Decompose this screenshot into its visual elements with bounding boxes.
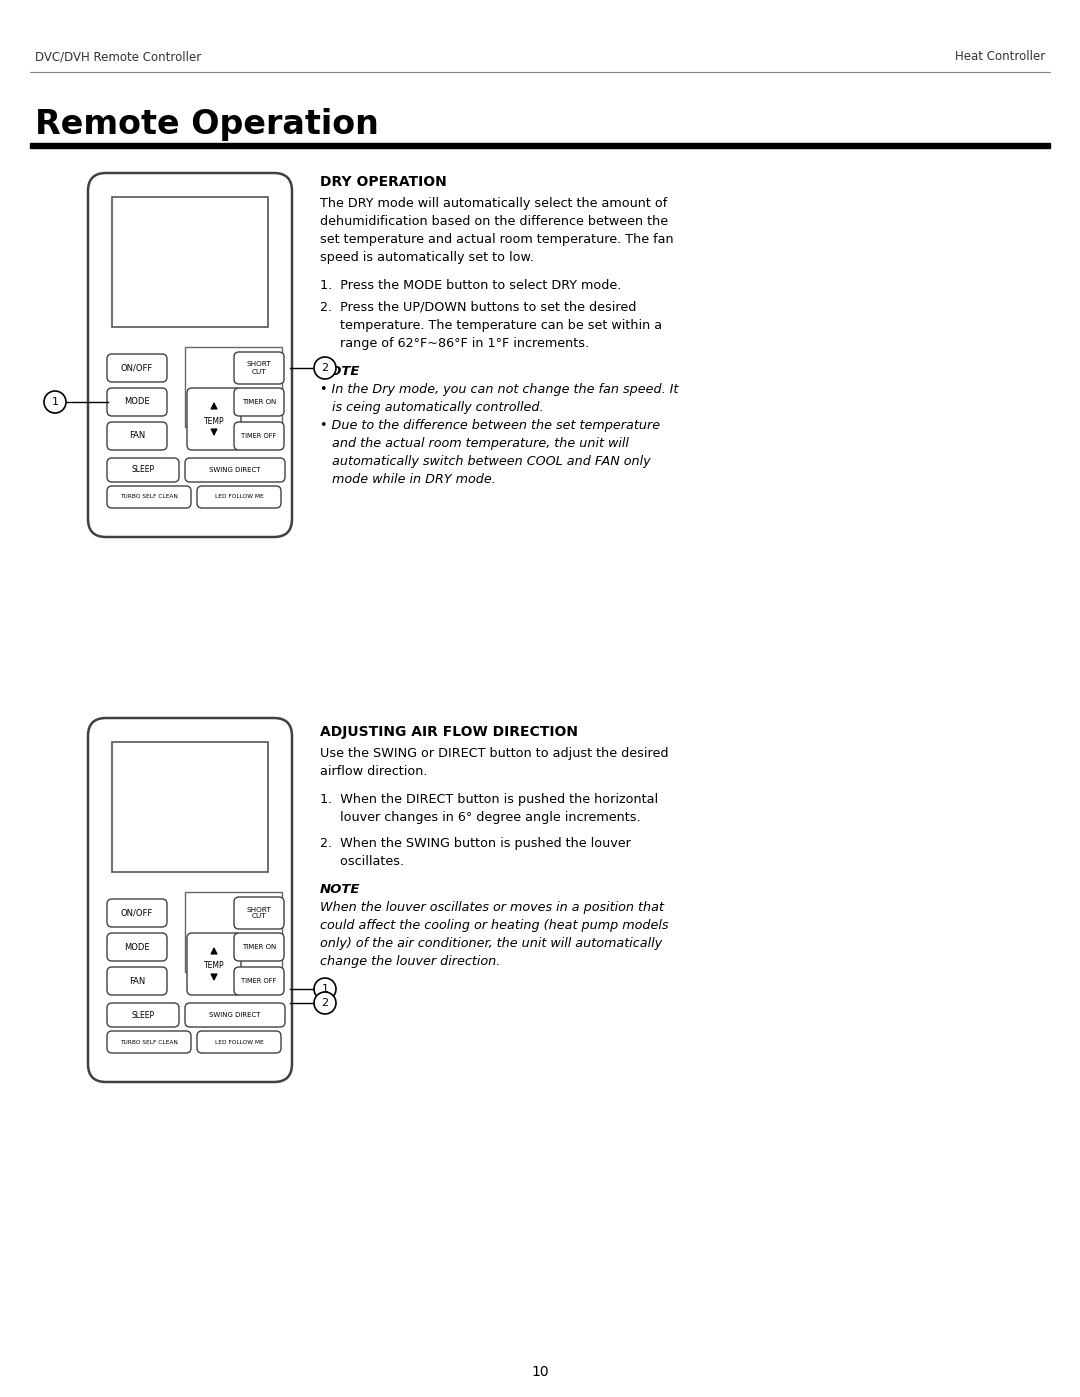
Text: SLEEP: SLEEP bbox=[132, 1010, 154, 1020]
Text: mode while in DRY mode.: mode while in DRY mode. bbox=[320, 474, 496, 486]
FancyBboxPatch shape bbox=[234, 967, 284, 995]
Text: TEMP: TEMP bbox=[204, 961, 225, 971]
FancyBboxPatch shape bbox=[234, 897, 284, 929]
Text: airflow direction.: airflow direction. bbox=[320, 766, 428, 778]
Text: SHORT
CUT: SHORT CUT bbox=[246, 362, 271, 374]
FancyBboxPatch shape bbox=[107, 353, 167, 381]
Text: NOTE: NOTE bbox=[320, 883, 361, 895]
Text: range of 62°F~86°F in 1°F increments.: range of 62°F~86°F in 1°F increments. bbox=[320, 337, 589, 351]
Text: LED FOLLOW ME: LED FOLLOW ME bbox=[215, 1039, 264, 1045]
FancyBboxPatch shape bbox=[107, 1003, 179, 1027]
Circle shape bbox=[314, 358, 336, 379]
FancyBboxPatch shape bbox=[107, 388, 167, 416]
Text: SWING DIRECT: SWING DIRECT bbox=[210, 467, 260, 474]
Text: Use the SWING or DIRECT button to adjust the desired: Use the SWING or DIRECT button to adjust… bbox=[320, 747, 669, 760]
Text: automatically switch between COOL and FAN only: automatically switch between COOL and FA… bbox=[320, 455, 650, 468]
Text: SHORT
CUT: SHORT CUT bbox=[246, 907, 271, 919]
Text: 2.  When the SWING button is pushed the louver: 2. When the SWING button is pushed the l… bbox=[320, 837, 631, 849]
FancyBboxPatch shape bbox=[234, 933, 284, 961]
Bar bbox=[185, 346, 282, 427]
Text: 2: 2 bbox=[322, 997, 328, 1009]
Text: 2: 2 bbox=[322, 363, 328, 373]
FancyBboxPatch shape bbox=[185, 458, 285, 482]
Circle shape bbox=[314, 978, 336, 1000]
Text: LED FOLLOW ME: LED FOLLOW ME bbox=[215, 495, 264, 500]
FancyBboxPatch shape bbox=[197, 1031, 281, 1053]
Text: ON/OFF: ON/OFF bbox=[121, 363, 153, 373]
Text: is ceing automatically controlled.: is ceing automatically controlled. bbox=[320, 401, 543, 414]
Text: FAN: FAN bbox=[129, 432, 145, 440]
Text: louver changes in 6° degree angle increments.: louver changes in 6° degree angle increm… bbox=[320, 812, 640, 824]
Text: DRY OPERATION: DRY OPERATION bbox=[320, 175, 447, 189]
Text: MODE: MODE bbox=[124, 943, 150, 951]
FancyBboxPatch shape bbox=[107, 1031, 191, 1053]
Text: Heat Controller: Heat Controller bbox=[955, 50, 1045, 63]
Text: 1: 1 bbox=[52, 397, 58, 407]
Text: The DRY mode will automatically select the amount of: The DRY mode will automatically select t… bbox=[320, 197, 667, 210]
Text: TIMER OFF: TIMER OFF bbox=[241, 433, 276, 439]
Text: When the louver oscillates or moves in a position that: When the louver oscillates or moves in a… bbox=[320, 901, 664, 914]
Bar bbox=[112, 742, 268, 872]
Text: 1.  Press the MODE button to select DRY mode.: 1. Press the MODE button to select DRY m… bbox=[320, 279, 621, 292]
Text: TEMP: TEMP bbox=[204, 416, 225, 426]
FancyBboxPatch shape bbox=[87, 173, 292, 536]
Text: and the actual room temperature, the unit will: and the actual room temperature, the uni… bbox=[320, 437, 629, 450]
Text: DVC/DVH Remote Controller: DVC/DVH Remote Controller bbox=[35, 50, 201, 63]
FancyBboxPatch shape bbox=[107, 458, 179, 482]
Text: 2.  Press the UP/DOWN buttons to set the desired: 2. Press the UP/DOWN buttons to set the … bbox=[320, 300, 636, 314]
Text: change the louver direction.: change the louver direction. bbox=[320, 956, 500, 968]
Text: TIMER ON: TIMER ON bbox=[242, 944, 276, 950]
Text: set temperature and actual room temperature. The fan: set temperature and actual room temperat… bbox=[320, 233, 674, 246]
Text: could affect the cooling or heating (heat pump models: could affect the cooling or heating (hea… bbox=[320, 919, 669, 932]
FancyBboxPatch shape bbox=[234, 352, 284, 384]
Text: TURBO SELF CLEAN: TURBO SELF CLEAN bbox=[120, 495, 178, 500]
FancyBboxPatch shape bbox=[197, 486, 281, 509]
FancyBboxPatch shape bbox=[234, 422, 284, 450]
Circle shape bbox=[44, 391, 66, 414]
Text: TURBO SELF CLEAN: TURBO SELF CLEAN bbox=[120, 1039, 178, 1045]
FancyBboxPatch shape bbox=[107, 422, 167, 450]
Text: SLEEP: SLEEP bbox=[132, 465, 154, 475]
Circle shape bbox=[314, 992, 336, 1014]
Text: NOTE: NOTE bbox=[320, 365, 361, 379]
Text: • In the Dry mode, you can not change the fan speed. It: • In the Dry mode, you can not change th… bbox=[320, 383, 678, 395]
Text: 10: 10 bbox=[531, 1365, 549, 1379]
Text: Remote Operation: Remote Operation bbox=[35, 108, 379, 141]
FancyBboxPatch shape bbox=[107, 486, 191, 509]
FancyBboxPatch shape bbox=[107, 967, 167, 995]
Text: MODE: MODE bbox=[124, 398, 150, 407]
Text: only) of the air conditioner, the unit will automatically: only) of the air conditioner, the unit w… bbox=[320, 937, 662, 950]
Text: 1: 1 bbox=[322, 983, 328, 995]
Text: TIMER ON: TIMER ON bbox=[242, 400, 276, 405]
Text: oscillates.: oscillates. bbox=[320, 855, 404, 868]
Text: FAN: FAN bbox=[129, 977, 145, 985]
Text: ADJUSTING AIR FLOW DIRECTION: ADJUSTING AIR FLOW DIRECTION bbox=[320, 725, 578, 739]
FancyBboxPatch shape bbox=[107, 900, 167, 928]
Text: speed is automatically set to low.: speed is automatically set to low. bbox=[320, 251, 534, 264]
Bar bbox=[185, 893, 282, 972]
Text: TIMER OFF: TIMER OFF bbox=[241, 978, 276, 983]
FancyBboxPatch shape bbox=[185, 1003, 285, 1027]
Text: dehumidification based on the difference between the: dehumidification based on the difference… bbox=[320, 215, 669, 228]
FancyBboxPatch shape bbox=[187, 933, 241, 995]
Text: • Due to the difference between the set temperature: • Due to the difference between the set … bbox=[320, 419, 660, 432]
FancyBboxPatch shape bbox=[234, 388, 284, 416]
FancyBboxPatch shape bbox=[187, 388, 241, 450]
Text: 1.  When the DIRECT button is pushed the horizontal: 1. When the DIRECT button is pushed the … bbox=[320, 793, 658, 806]
Text: ON/OFF: ON/OFF bbox=[121, 908, 153, 918]
FancyBboxPatch shape bbox=[87, 718, 292, 1083]
Text: temperature. The temperature can be set within a: temperature. The temperature can be set … bbox=[320, 319, 662, 332]
Text: SWING DIRECT: SWING DIRECT bbox=[210, 1011, 260, 1018]
Bar bbox=[30, 142, 1050, 148]
Bar bbox=[112, 197, 268, 327]
FancyBboxPatch shape bbox=[107, 933, 167, 961]
